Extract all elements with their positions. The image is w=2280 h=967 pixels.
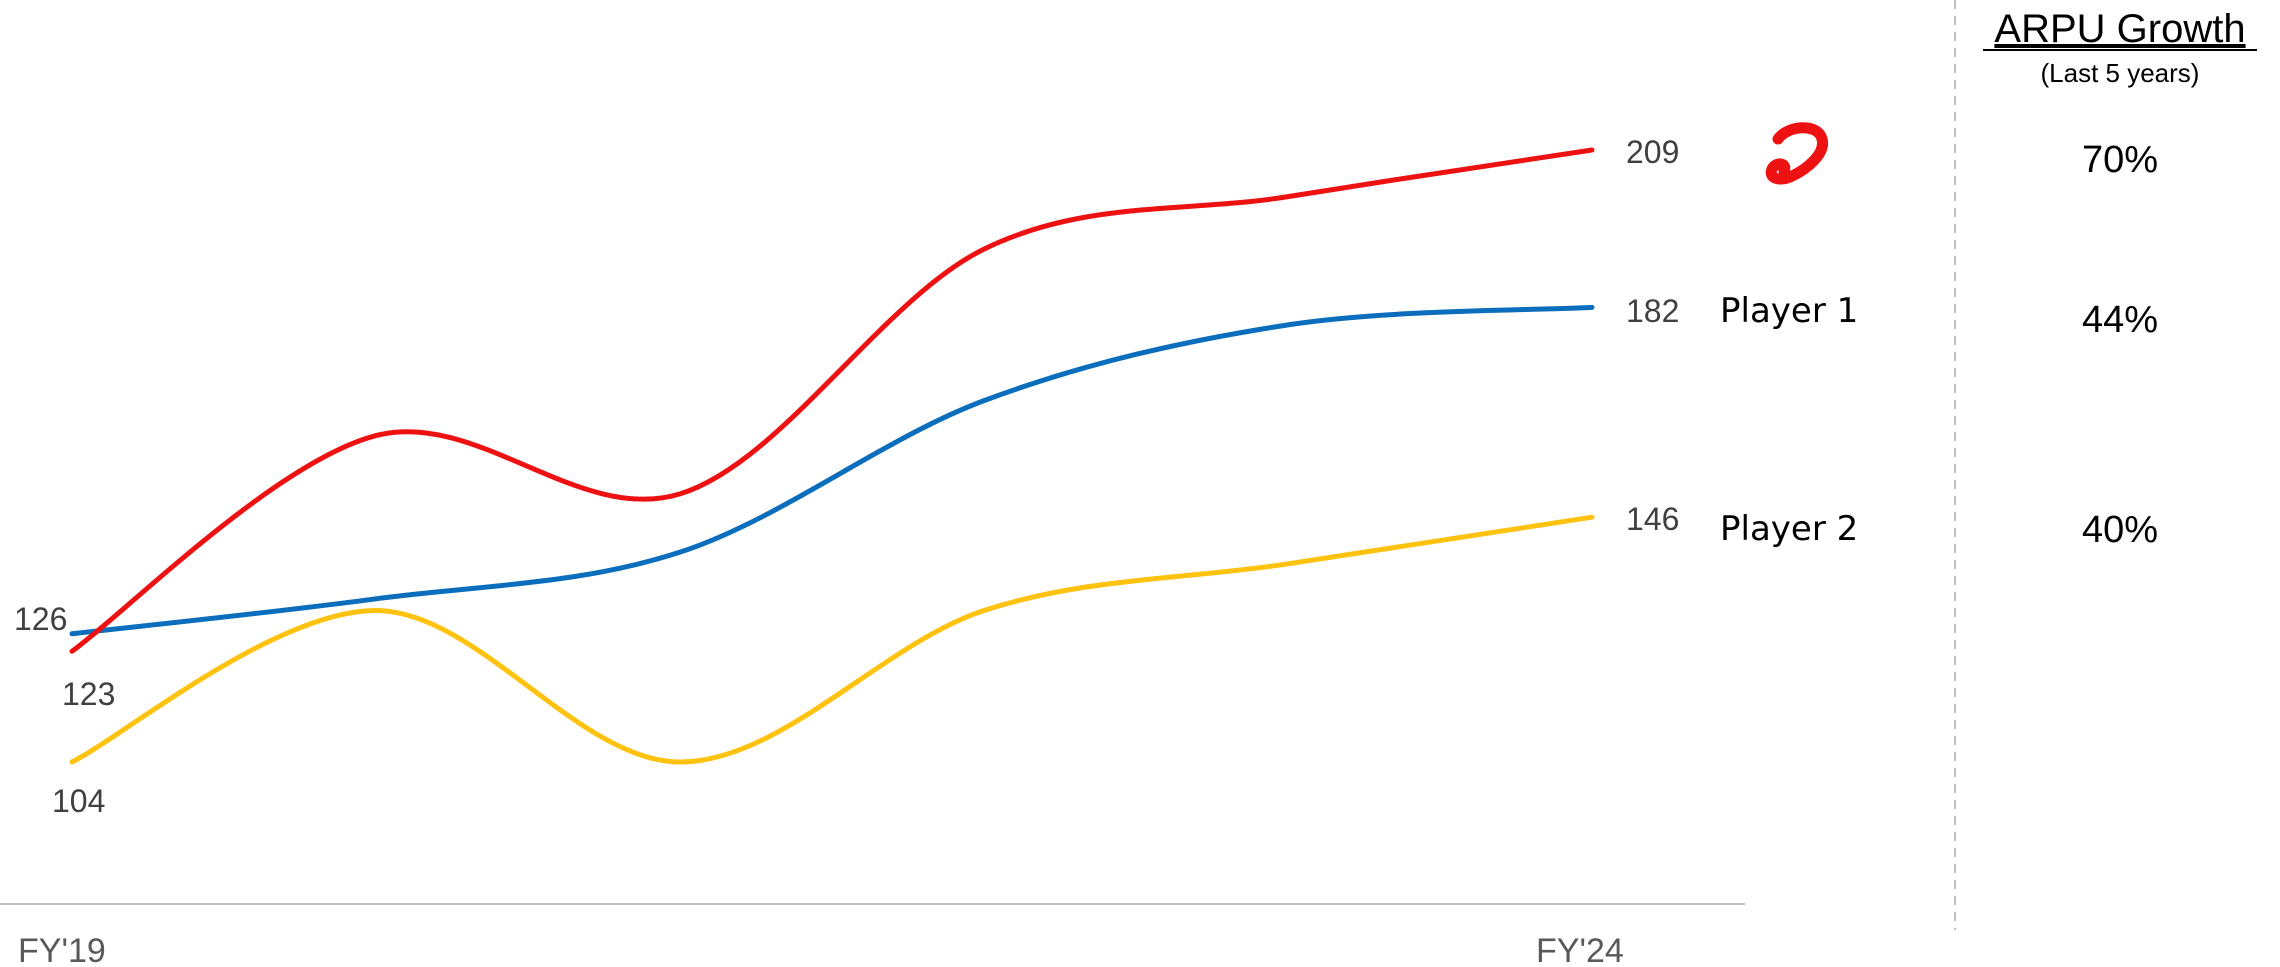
airtel-logo-icon [1765,122,1828,185]
series-name-player-1: Player 1 [1720,291,1858,331]
end-label-airtel: 209 [1626,134,1679,170]
series-name-player-2: Player 2 [1720,509,1858,549]
x-tick-label-end: FY'24 [1536,932,1624,967]
start-label-player-1: 126 [14,601,67,637]
growth-value-player-1: 44% [2082,299,2158,341]
growth-panel-title: ARPU Growth [1994,7,2245,51]
growth-panel-subtitle: (Last 5 years) [2041,58,2200,88]
start-label-airtel: 123 [62,676,115,712]
series-line-player-1 [69,304,1595,637]
growth-value-airtel: 70% [2082,139,2158,181]
end-label-player-1: 182 [1626,293,1679,329]
growth-value-player-2: 40% [2082,509,2158,551]
start-label-player-2: 104 [52,783,105,819]
series-line-airtel [69,147,1595,654]
x-tick-label-start: FY'19 [18,932,106,967]
end-label-player-2: 146 [1626,501,1679,537]
series-line-player-2 [69,514,1595,765]
